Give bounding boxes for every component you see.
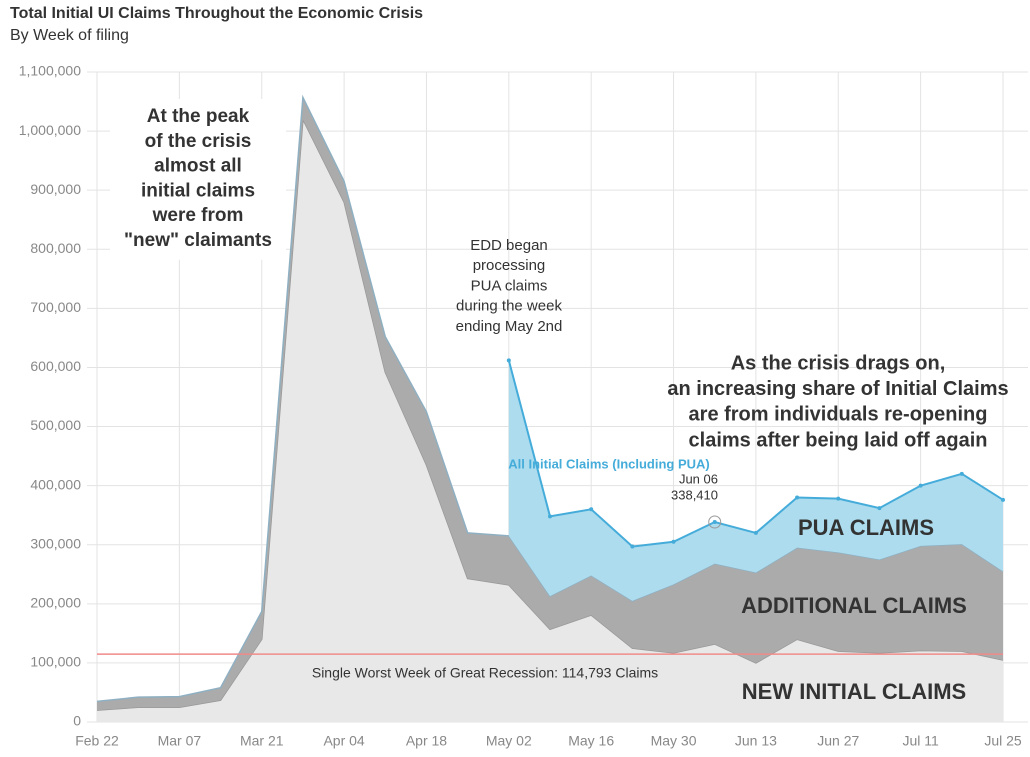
chart-subtitle: By Week of filing <box>10 27 129 44</box>
annotation: during the week <box>456 298 562 315</box>
series-label: ADDITIONAL CLAIMS <box>741 593 967 618</box>
y-tick-label: 1,100,000 <box>19 63 81 79</box>
point <box>671 539 676 544</box>
y-tick-label: 400,000 <box>30 476 81 492</box>
x-tick-label: May 16 <box>568 733 614 749</box>
x-tick-label: May 30 <box>651 733 697 749</box>
point <box>630 544 635 549</box>
x-tick-label: Feb 22 <box>75 733 119 749</box>
annotation: "new" claimants <box>124 230 272 251</box>
x-tick-label: Apr 04 <box>323 733 364 749</box>
point <box>795 495 800 500</box>
x-tick-label: Mar 21 <box>240 733 284 749</box>
point <box>959 471 964 476</box>
y-tick-label: 700,000 <box>30 299 81 315</box>
annotation: EDD began <box>470 237 548 254</box>
tooltip-value: 338,410 <box>671 487 718 502</box>
y-tick-label: 200,000 <box>30 595 81 611</box>
annotation: claims after being laid off again <box>689 429 988 451</box>
annotation: At the peak <box>147 106 250 127</box>
point <box>712 520 717 525</box>
series-label: NEW INITIAL CLAIMS <box>742 679 966 704</box>
line-label: All Initial Claims (Including PUA) <box>508 456 710 471</box>
point <box>1001 497 1005 502</box>
area <box>97 119 1003 723</box>
tooltip-marker <box>708 515 722 529</box>
y-tick-label: 1,000,000 <box>19 122 81 138</box>
annotation: almost all <box>154 156 242 177</box>
x-tick-label: Jun 27 <box>817 733 859 749</box>
annotation: of the crisis <box>145 131 252 152</box>
x-tick-label: Apr 18 <box>406 733 447 749</box>
annotation: ending May 2nd <box>456 318 563 335</box>
area <box>97 97 1003 711</box>
annotation: As the crisis drags on, <box>731 352 946 374</box>
annotation: processing <box>473 257 546 274</box>
y-tick-label: 800,000 <box>30 240 81 256</box>
chart-title: Total Initial UI Claims Throughout the E… <box>10 5 423 22</box>
y-tick-label: 900,000 <box>30 181 81 197</box>
annotation: are from individuals re-opening <box>689 404 988 426</box>
point <box>877 506 882 511</box>
x-tick-label: Mar 07 <box>158 733 202 749</box>
series-label: PUA CLAIMS <box>798 515 934 540</box>
reference-label: Single Worst Week of Great Recession: 11… <box>312 665 658 681</box>
point <box>753 530 758 535</box>
x-tick-label: Jun 13 <box>735 733 777 749</box>
y-tick-label: 500,000 <box>30 417 81 433</box>
point <box>589 507 594 512</box>
point <box>506 358 511 363</box>
y-tick-label: 100,000 <box>30 654 81 670</box>
annotation-bg <box>110 99 286 260</box>
x-tick-label: Jul 25 <box>984 733 1022 749</box>
x-tick-label: Jul 11 <box>902 733 939 749</box>
point <box>918 483 923 488</box>
tooltip-date: Jun 06 <box>679 471 718 486</box>
annotation: initial claims <box>141 180 255 201</box>
area <box>508 360 1003 601</box>
y-tick-label: 300,000 <box>30 535 81 551</box>
x-tick-label: May 02 <box>486 733 532 749</box>
annotation: were from <box>152 205 244 226</box>
annotation: PUA claims <box>471 277 548 294</box>
y-tick-label: 600,000 <box>30 358 81 374</box>
y-tick-label: 0 <box>73 713 81 729</box>
annotation: an increasing share of Initial Claims <box>667 378 1008 400</box>
point <box>548 514 552 519</box>
point <box>836 496 841 501</box>
